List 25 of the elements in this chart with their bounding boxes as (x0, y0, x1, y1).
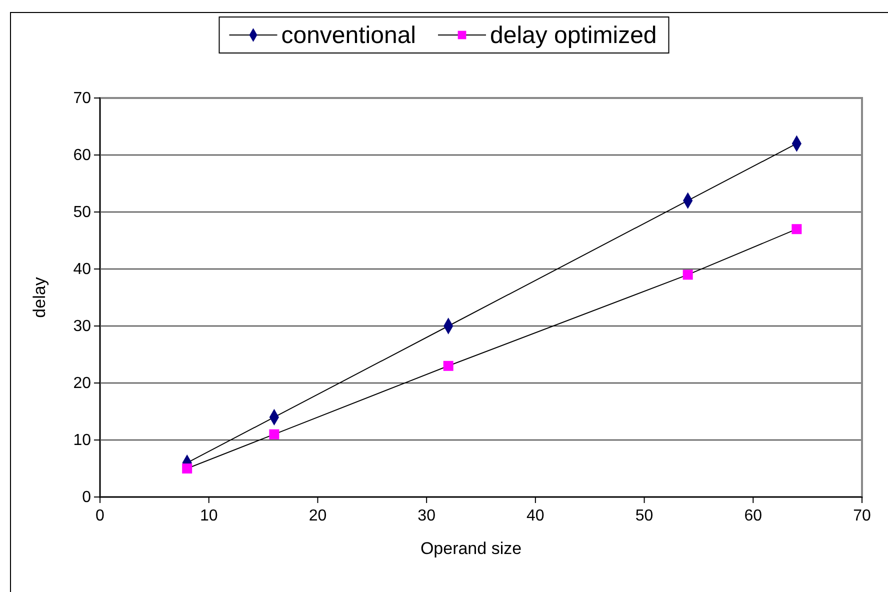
y-tick-label: 30 (73, 318, 92, 336)
y-tick-label: 0 (82, 489, 92, 506)
x-tick-label: 60 (744, 507, 762, 524)
point (792, 224, 802, 234)
y-tick-label: 70 (73, 90, 92, 108)
y-axis-title: delay (30, 276, 49, 318)
x-tick-label: 50 (635, 507, 654, 524)
y-tick-label: 10 (73, 432, 92, 450)
y-tick-label: 40 (73, 261, 92, 278)
x-tick-label: 70 (853, 507, 871, 524)
point (269, 429, 280, 440)
point (182, 464, 192, 474)
x-tick-label: 10 (200, 507, 218, 524)
legend-label: delay optimized (490, 22, 657, 49)
y-tick-label: 60 (73, 147, 92, 164)
point (682, 270, 693, 280)
legend-label: conventional (281, 22, 416, 49)
x-tick-label: 40 (526, 507, 544, 524)
x-tick-label: 20 (308, 507, 327, 524)
point (443, 360, 454, 371)
y-tick-label: 20 (73, 375, 92, 392)
x-axis-title: Operand size (420, 539, 522, 558)
x-tick-label: 30 (418, 507, 436, 524)
x-tick-label: 0 (96, 507, 105, 524)
y-tick-label: 50 (73, 204, 92, 222)
